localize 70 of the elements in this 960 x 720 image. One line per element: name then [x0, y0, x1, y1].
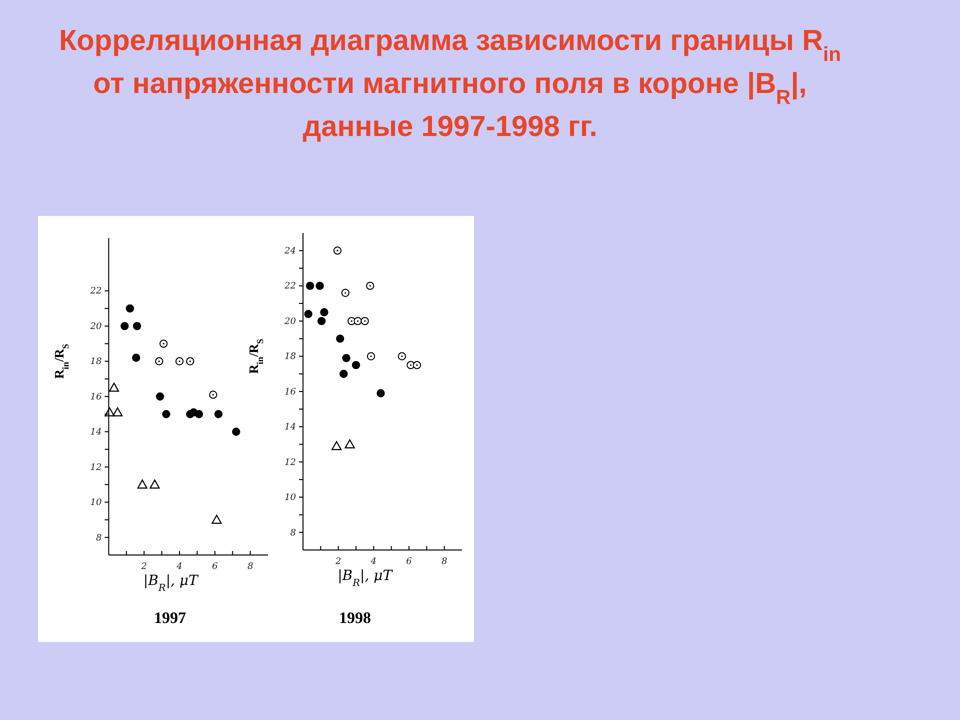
point	[320, 308, 328, 316]
y-tick-label: 18	[284, 352, 296, 362]
x-axis-title: |B$_{R}$|, μT	[143, 573, 200, 594]
y-tick-label: 14	[90, 428, 102, 438]
point	[209, 390, 218, 399]
x-axis-title: |B$_{R}$|, μT	[338, 568, 394, 588]
point	[333, 246, 342, 255]
point	[304, 310, 312, 318]
point	[126, 304, 134, 313]
point	[162, 410, 170, 418]
point	[186, 357, 194, 366]
point	[175, 357, 184, 366]
point	[366, 282, 374, 290]
point	[150, 480, 160, 489]
point	[155, 357, 164, 366]
y-tick-label: 14	[284, 422, 296, 433]
point	[352, 360, 360, 370]
y-tick-label: 16	[90, 392, 102, 402]
y-tick-label: 16	[284, 387, 296, 398]
y-tick-label: 12	[284, 458, 296, 468]
point	[232, 428, 240, 436]
point	[132, 322, 142, 330]
x-tick-label: 8	[247, 562, 254, 572]
point	[137, 480, 148, 489]
point	[104, 407, 115, 416]
point	[194, 410, 204, 418]
point	[360, 316, 369, 326]
point	[354, 316, 362, 326]
point	[317, 316, 326, 326]
text: 1997	[154, 610, 186, 627]
y-tick-label: 22	[284, 282, 296, 292]
x-tick-label: 8	[441, 556, 448, 567]
point	[336, 334, 344, 343]
point	[398, 352, 406, 360]
y-tick-label: 10	[284, 493, 296, 504]
point	[306, 282, 314, 290]
point	[132, 354, 140, 362]
x-tick-label: 2	[140, 562, 148, 572]
point	[340, 370, 348, 378]
y-tick-label: 22	[89, 286, 102, 297]
x-tick-label: 4	[176, 562, 183, 572]
point	[332, 441, 342, 450]
point	[212, 514, 222, 524]
y-tick-label: 20	[284, 316, 296, 327]
point	[342, 354, 350, 362]
point	[156, 392, 164, 401]
y-tick-label: 10	[90, 498, 102, 508]
point	[214, 410, 223, 418]
point	[412, 360, 422, 370]
x-tick-label: 4	[370, 556, 377, 567]
chart-title: Корреляционная диаграмма зависимости границы R$_{in}$ от напряженности магнитного поля в короне |B$_{R}$|, данные 1997-1998 гг.	[58, 25, 842, 143]
point	[120, 322, 129, 330]
y-tick-label: 18	[90, 357, 102, 368]
text: 1998	[339, 610, 371, 627]
point	[316, 282, 324, 290]
x-tick-label: 2	[334, 556, 342, 567]
point	[366, 352, 376, 360]
x-tick-label: 6	[212, 562, 218, 572]
y-tick-label: 12	[90, 462, 102, 473]
y-tick-label: 8	[96, 533, 102, 544]
y-tick-label: 20	[89, 322, 102, 332]
point	[112, 407, 123, 416]
point	[341, 288, 350, 297]
point	[108, 382, 120, 392]
point	[376, 389, 385, 398]
point	[344, 439, 355, 448]
x-tick-label: 6	[406, 556, 412, 567]
point	[159, 340, 168, 348]
y-tick-label: 24	[284, 246, 296, 256]
y-tick-label: 8	[290, 528, 296, 538]
